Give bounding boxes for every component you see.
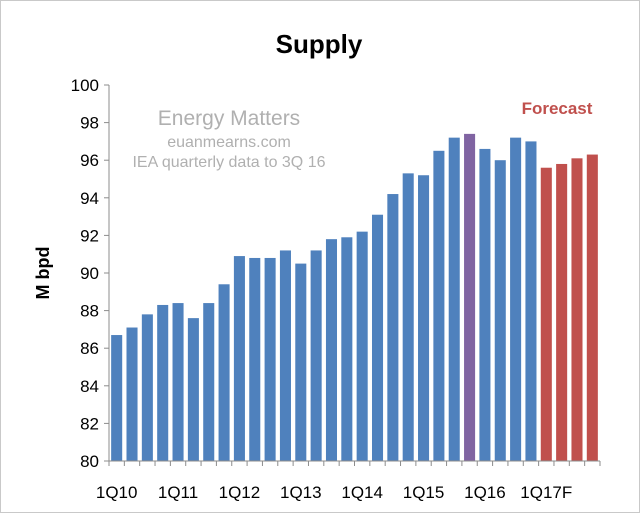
bar-3Q14 [387, 194, 399, 462]
y-axis: 80 82 84 86 88 90 92 94 96 98 100 [71, 76, 110, 471]
bar-4Q17F [586, 154, 598, 461]
bar-3Q15 [448, 137, 460, 461]
y-tick-label: 94 [80, 189, 99, 208]
x-axis: 1Q10 1Q11 1Q12 1Q13 1Q14 1Q15 1Q16 1Q17F [96, 460, 601, 502]
bar-4Q16 [525, 141, 537, 461]
bar-2Q14 [371, 214, 384, 461]
chart-title: Supply [276, 29, 363, 59]
y-tick-label: 86 [80, 339, 99, 358]
x-tick-label: 1Q11 [158, 483, 198, 502]
y-tick-label: 98 [80, 114, 99, 133]
y-tick-label: 96 [80, 151, 99, 170]
bar-2Q15 [433, 150, 445, 462]
bar-1Q10 [111, 335, 123, 461]
bar-3Q16 [510, 137, 522, 461]
y-tick-label: 92 [80, 226, 99, 245]
bar-1Q16 [479, 148, 491, 462]
bar-3Q11 [203, 303, 215, 461]
y-tick-label: 80 [80, 452, 99, 471]
bar-4Q12 [279, 250, 291, 461]
x-tick-label: 1Q14 [341, 483, 383, 502]
forecast-label: Forecast [522, 99, 593, 118]
bar-3Q17F [571, 158, 583, 461]
bar-4Q15 [464, 133, 476, 461]
bar-1Q17F [540, 167, 552, 461]
bar-4Q11 [218, 284, 230, 461]
x-tick-label: 1Q16 [464, 483, 506, 502]
bar-2Q12 [249, 257, 261, 461]
bar-3Q13 [325, 239, 338, 461]
bar-1Q12 [233, 256, 245, 461]
watermark-title: Energy Matters [158, 107, 300, 130]
x-tick-label: 1Q15 [403, 483, 445, 502]
bar-1Q14 [356, 231, 368, 461]
bar-3Q12 [264, 257, 276, 461]
y-tick-label: 88 [80, 302, 99, 321]
x-tick-label: 1Q17F [520, 483, 572, 502]
bars [111, 133, 598, 462]
bar-2Q17F [556, 163, 568, 461]
watermark-url: euanmearns.com [167, 134, 291, 151]
bar-1Q13 [295, 263, 307, 461]
bar-2Q16 [494, 160, 506, 461]
bar-1Q15 [418, 175, 430, 462]
bar-2Q13 [310, 250, 322, 461]
bar-4Q13 [341, 237, 353, 461]
x-tick-label: 1Q10 [96, 483, 138, 502]
bar-4Q10 [157, 304, 169, 461]
y-tick-label: 82 [80, 414, 99, 433]
bar-3Q10 [141, 314, 153, 461]
y-tick-label: 90 [80, 264, 99, 283]
bar-2Q10 [126, 327, 138, 461]
y-tick-label: 100 [71, 76, 99, 95]
y-axis-label: M bpd [33, 247, 53, 300]
x-tick-label: 1Q12 [219, 483, 261, 502]
bar-1Q11 [172, 303, 184, 461]
watermark-source: IEA quarterly data to 3Q 16 [132, 154, 325, 171]
bar-2Q11 [187, 318, 199, 461]
bar-4Q14 [402, 173, 414, 462]
x-tick-label: 1Q13 [280, 483, 322, 502]
y-tick-label: 84 [80, 377, 99, 396]
